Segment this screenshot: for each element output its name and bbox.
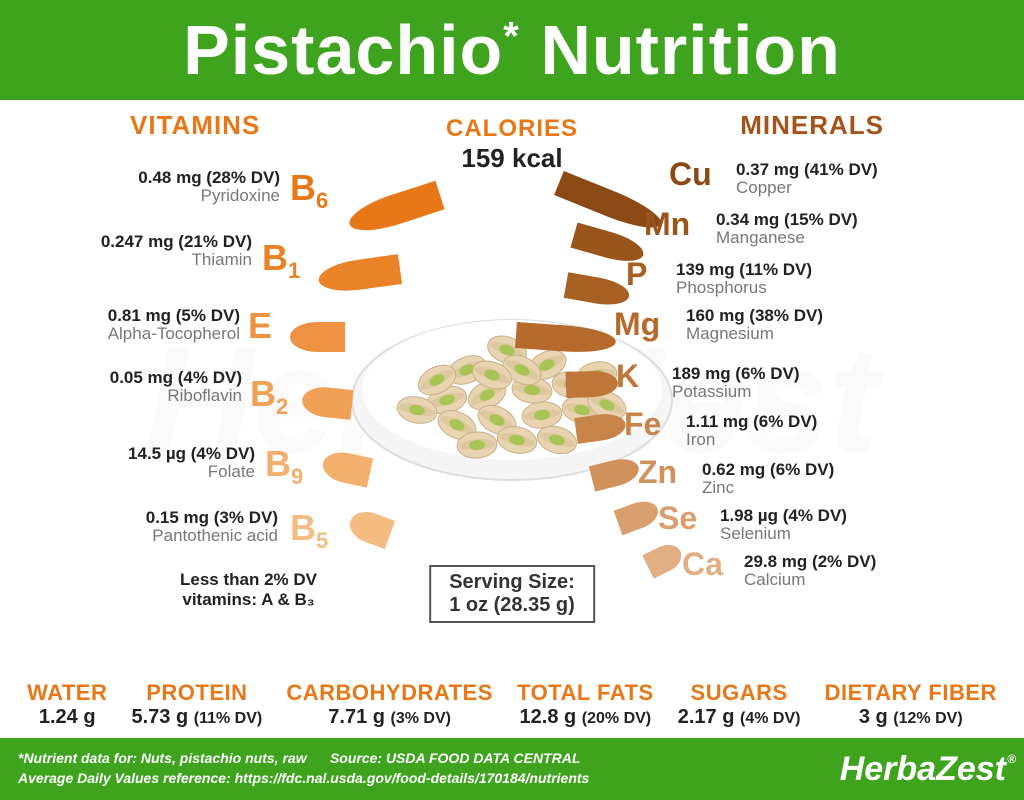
vitamin-symbol: B9: [265, 446, 303, 488]
mineral-label: 1.11 mg (6% DV)Iron: [686, 412, 946, 450]
mineral-wedge: [515, 322, 617, 355]
mineral-wedge: [564, 272, 632, 309]
macro-item: PROTEIN5.73 g (11% DV): [132, 680, 263, 729]
vitamin-wedge: [345, 507, 395, 550]
vitamin-symbol: B5: [290, 510, 328, 552]
vitamin-label: 0.15 mg (3% DV)Pantothenic acid: [78, 508, 278, 546]
mineral-symbol: Mg: [614, 308, 660, 340]
vitamin-wedge: [290, 322, 345, 352]
vitamin-wedge: [301, 385, 354, 420]
calories-label: CALORIES: [446, 115, 578, 143]
mineral-wedge: [574, 411, 627, 444]
mineral-label: 29.8 mg (2% DV)Calcium: [744, 552, 1004, 590]
macro-item: WATER1.24 g: [27, 680, 107, 729]
vitamin-label: 14.5 µg (4% DV)Folate: [55, 444, 255, 482]
minerals-heading: MINERALS: [740, 110, 884, 141]
mineral-label: 0.62 mg (6% DV)Zinc: [702, 460, 962, 498]
mineral-wedge: [614, 496, 662, 535]
mineral-label: 160 mg (38% DV)Magnesium: [686, 306, 946, 344]
macro-item: SUGARS2.17 g (4% DV): [678, 680, 801, 729]
mineral-label: 139 mg (11% DV)Phosphorus: [676, 260, 936, 298]
vitamin-symbol: B6: [290, 170, 328, 212]
macro-item: CARBOHYDRATES7.71 g (3% DV): [286, 680, 493, 729]
mineral-symbol: K: [616, 360, 639, 392]
mineral-symbol: Se: [658, 502, 697, 534]
mineral-label: 0.34 mg (15% DV)Manganese: [716, 210, 976, 248]
mineral-symbol: Mn: [644, 208, 690, 240]
vitamin-wedge: [317, 254, 402, 295]
vitamin-wedge: [345, 181, 445, 239]
vitamin-symbol: B1: [262, 240, 300, 282]
vitamin-label: 0.05 mg (4% DV)Riboflavin: [42, 368, 242, 406]
vitamin-wedge: [320, 448, 373, 487]
mineral-symbol: Fe: [624, 408, 661, 440]
title: Pistachio* Nutrition: [183, 10, 841, 90]
vitamins-heading: VITAMINS: [130, 110, 260, 141]
vitamin-label: 0.247 mg (21% DV)Thiamin: [52, 232, 252, 270]
minerals-fan: Cu 0.37 mg (41% DV)Copper Mn 0.34 mg (15% D…: [504, 150, 1024, 630]
mineral-wedge: [589, 455, 642, 492]
macro-item: TOTAL FATS12.8 g (20% DV): [517, 680, 654, 729]
footer-source-text: *Nutrient data for: Nuts, pistachio nuts…: [18, 749, 589, 788]
macros-row: WATER1.24 g PROTEIN5.73 g (11% DV) CARBOH…: [0, 680, 1024, 729]
mineral-symbol: Cu: [669, 158, 712, 190]
vitamin-symbol: E: [248, 308, 272, 344]
vitamin-symbol: B2: [250, 376, 288, 418]
main-content: VITAMINS MINERALS CALORIES 159 kcal Serv…: [0, 100, 1024, 680]
macro-item: DIETARY FIBER3 g (12% DV): [825, 680, 997, 729]
less-than-note: Less than 2% DV vitamins: A & B₃: [180, 570, 317, 610]
header-banner: Pistachio* Nutrition: [0, 0, 1024, 100]
mineral-symbol: Ca: [682, 548, 723, 580]
vitamins-fan: B6 0.48 mg (28% DV)Pyridoxine B1 0.247 mg (…: [0, 150, 500, 630]
mineral-label: 1.98 µg (4% DV)Selenium: [720, 506, 980, 544]
mineral-symbol: P: [626, 258, 647, 290]
mineral-wedge: [566, 370, 619, 398]
brand-logo: HerbaZest®: [840, 750, 1006, 789]
mineral-symbol: Zn: [638, 456, 677, 488]
footer: *Nutrient data for: Nuts, pistachio nuts…: [0, 738, 1024, 800]
mineral-wedge: [642, 540, 686, 579]
vitamin-label: 0.81 mg (5% DV)Alpha-Tocopherol: [40, 306, 240, 344]
vitamin-label: 0.48 mg (28% DV)Pyridoxine: [80, 168, 280, 206]
mineral-label: 189 mg (6% DV)Potassium: [672, 364, 932, 402]
mineral-label: 0.37 mg (41% DV)Copper: [736, 160, 996, 198]
